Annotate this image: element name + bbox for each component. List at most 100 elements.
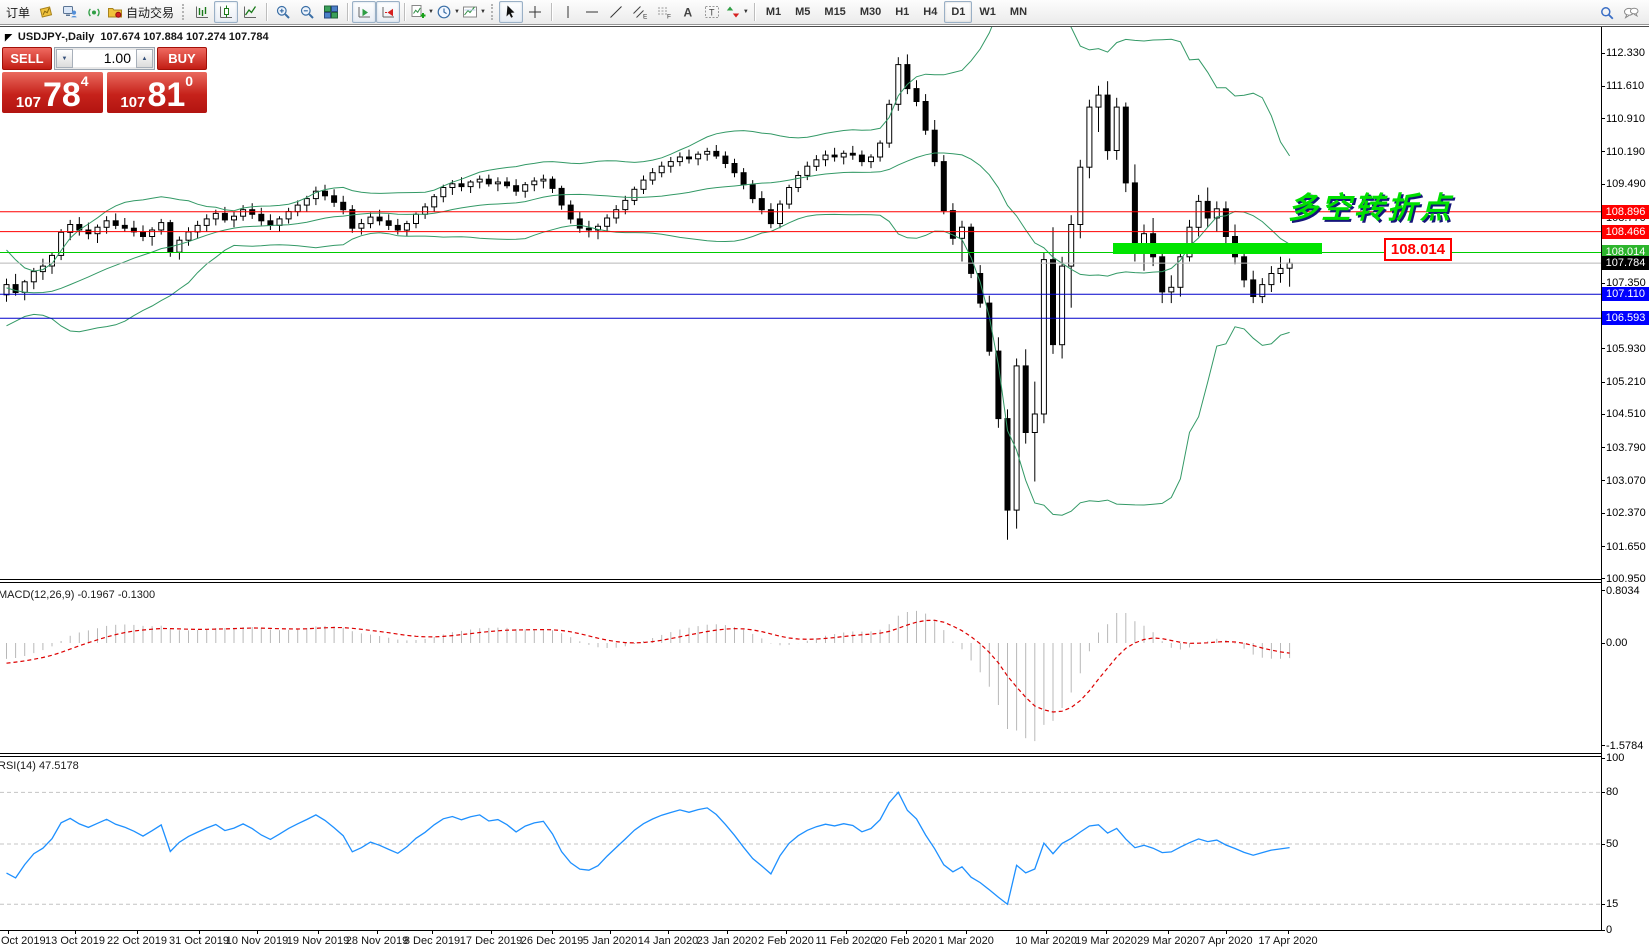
buy-price-box[interactable]: 107 81 0	[106, 72, 207, 113]
macd-label: MACD(12,26,9) -0.1967 -0.1300	[0, 589, 156, 601]
price-tick	[1601, 348, 1605, 349]
autotrading-button[interactable]: 自动交易	[106, 1, 178, 23]
timeframe-d1-button[interactable]: D1	[944, 1, 973, 23]
macd-tick	[1601, 745, 1605, 746]
price-tick	[1601, 53, 1605, 54]
zoom-out-icon[interactable]	[295, 1, 319, 23]
main-chart-canvas[interactable]	[0, 27, 1601, 579]
sell-button[interactable]: SELL	[2, 47, 52, 70]
cursor-icon[interactable]	[498, 1, 523, 23]
symbol-period-label: USDJPY-,Daily	[17, 31, 95, 43]
line-chart-icon[interactable]	[238, 1, 262, 23]
pane-separator[interactable]	[0, 579, 1601, 583]
macd-pane[interactable]	[0, 583, 1601, 753]
pane-separator[interactable]	[0, 753, 1601, 757]
toolbar-separator	[550, 3, 552, 21]
price-tick-label: 111.610	[1606, 80, 1645, 92]
text-icon[interactable]: A	[676, 1, 700, 23]
volume-increase-button[interactable]: ▲	[136, 49, 153, 68]
timeframe-h4-button[interactable]: H4	[923, 6, 938, 18]
date-tick-label: 19 Nov 2019	[286, 935, 350, 947]
buy-button[interactable]: BUY	[157, 47, 207, 70]
timeframe-h1-button[interactable]: H1	[895, 6, 910, 18]
new-order-button[interactable]: 订单	[6, 5, 31, 20]
sell-price-box[interactable]: 107 78 4	[2, 72, 103, 113]
vertical-line-icon[interactable]	[556, 1, 580, 23]
zoom-in-icon[interactable]	[271, 1, 295, 23]
date-tick-label: 14 Jan 2020	[637, 935, 699, 947]
date-tick-label: 2 Feb 2020	[758, 935, 814, 947]
templates-icon[interactable]: ▼	[461, 1, 487, 23]
price-tick	[1601, 513, 1605, 514]
terminal-icon[interactable]	[58, 1, 82, 23]
chat-icon[interactable]	[1619, 2, 1643, 24]
price-tick	[1601, 578, 1605, 579]
fibonacci-icon[interactable]: F	[652, 1, 676, 23]
crosshair-icon[interactable]	[523, 1, 547, 23]
candlestick-icon[interactable]	[214, 1, 239, 23]
bar-chart-icon[interactable]	[190, 1, 214, 23]
date-tick	[377, 931, 378, 934]
rsi-tick	[1601, 758, 1605, 759]
price-badge: 108.014	[1602, 245, 1649, 259]
date-tick	[1168, 931, 1169, 934]
price-tick	[1601, 86, 1605, 87]
price-tick	[1601, 414, 1605, 415]
price-tick-label: 110.190	[1606, 146, 1645, 158]
timeframe-m1-button[interactable]: M1	[765, 6, 782, 18]
date-tick	[1226, 931, 1227, 934]
text-label-icon[interactable]: T	[700, 1, 724, 23]
date-tick	[1106, 931, 1107, 934]
auto-scroll-icon[interactable]	[352, 1, 377, 23]
rsi-pane[interactable]	[0, 757, 1601, 930]
buy-price-prefix: 107	[120, 94, 146, 111]
toolbar-drag-handle[interactable]	[182, 4, 186, 20]
svg-text:F: F	[667, 14, 671, 21]
timeframe-m15-button[interactable]: M15	[824, 6, 846, 18]
equidistant-channel-icon[interactable]: E	[628, 1, 652, 23]
timeframe-mn-button[interactable]: MN	[1009, 6, 1028, 18]
macd-tick-label: 0.8034	[1606, 585, 1640, 597]
date-tick-label: 8 Dec 2019	[403, 935, 461, 947]
date-tick	[8, 931, 9, 934]
date-tick	[906, 931, 907, 934]
timeframe-m30-button[interactable]: M30	[859, 6, 882, 18]
timeframe-w1-button[interactable]: W1	[979, 6, 996, 18]
price-label-annotation[interactable]: 108.014	[1384, 238, 1452, 261]
chart-window[interactable]: ◤ USDJPY-,Daily 107.674 107.884 107.274 …	[0, 26, 1649, 951]
price-tick-label: 109.490	[1606, 178, 1646, 190]
one-click-collapse-icon[interactable]: ◤	[5, 31, 12, 42]
arrows-icon[interactable]: ▼	[724, 1, 750, 23]
trendline-icon[interactable]	[604, 1, 628, 23]
rsi-canvas[interactable]	[0, 757, 1601, 930]
tile-windows-icon[interactable]	[319, 1, 343, 23]
volume-input[interactable]: 1.00	[73, 50, 136, 67]
date-tick-label: 7 Apr 2020	[1199, 935, 1253, 947]
search-icon[interactable]	[1595, 2, 1619, 24]
rsi-line	[6, 791, 1290, 906]
turning-point-annotation[interactable]: 多空转折点	[1288, 191, 1453, 226]
signal-icon[interactable]	[82, 1, 106, 23]
chart-window-icon[interactable]	[34, 1, 58, 23]
periods-icon[interactable]: ▼	[435, 1, 461, 23]
add-indicator-icon[interactable]: ▼	[409, 1, 435, 23]
rsi-tick	[1601, 792, 1605, 793]
date-tick-label: 17 Apr 2020	[1258, 935, 1318, 947]
price-badge: 108.466	[1602, 225, 1649, 239]
highlight-bar-annotation[interactable]	[1113, 243, 1322, 254]
macd-canvas[interactable]	[0, 583, 1601, 753]
svg-text:E: E	[643, 14, 648, 21]
chart-shift-icon[interactable]	[376, 1, 401, 23]
price-tick-label: 112.330	[1606, 47, 1645, 59]
timeframe-m5-button[interactable]: M5	[795, 6, 811, 18]
price-badge: 107.784	[1602, 256, 1649, 270]
horizontal-line-icon[interactable]	[580, 1, 604, 23]
main-chart-pane[interactable]	[0, 27, 1601, 579]
date-tick-label: 13 Oct 2019	[45, 935, 105, 947]
volume-decrease-button[interactable]: ▼	[56, 49, 73, 68]
rsi-tick	[1601, 904, 1605, 905]
toolbar-drag-handle[interactable]	[490, 4, 495, 20]
price-tick	[1601, 118, 1605, 119]
date-tick-label: 17 Dec 2019	[459, 935, 523, 947]
